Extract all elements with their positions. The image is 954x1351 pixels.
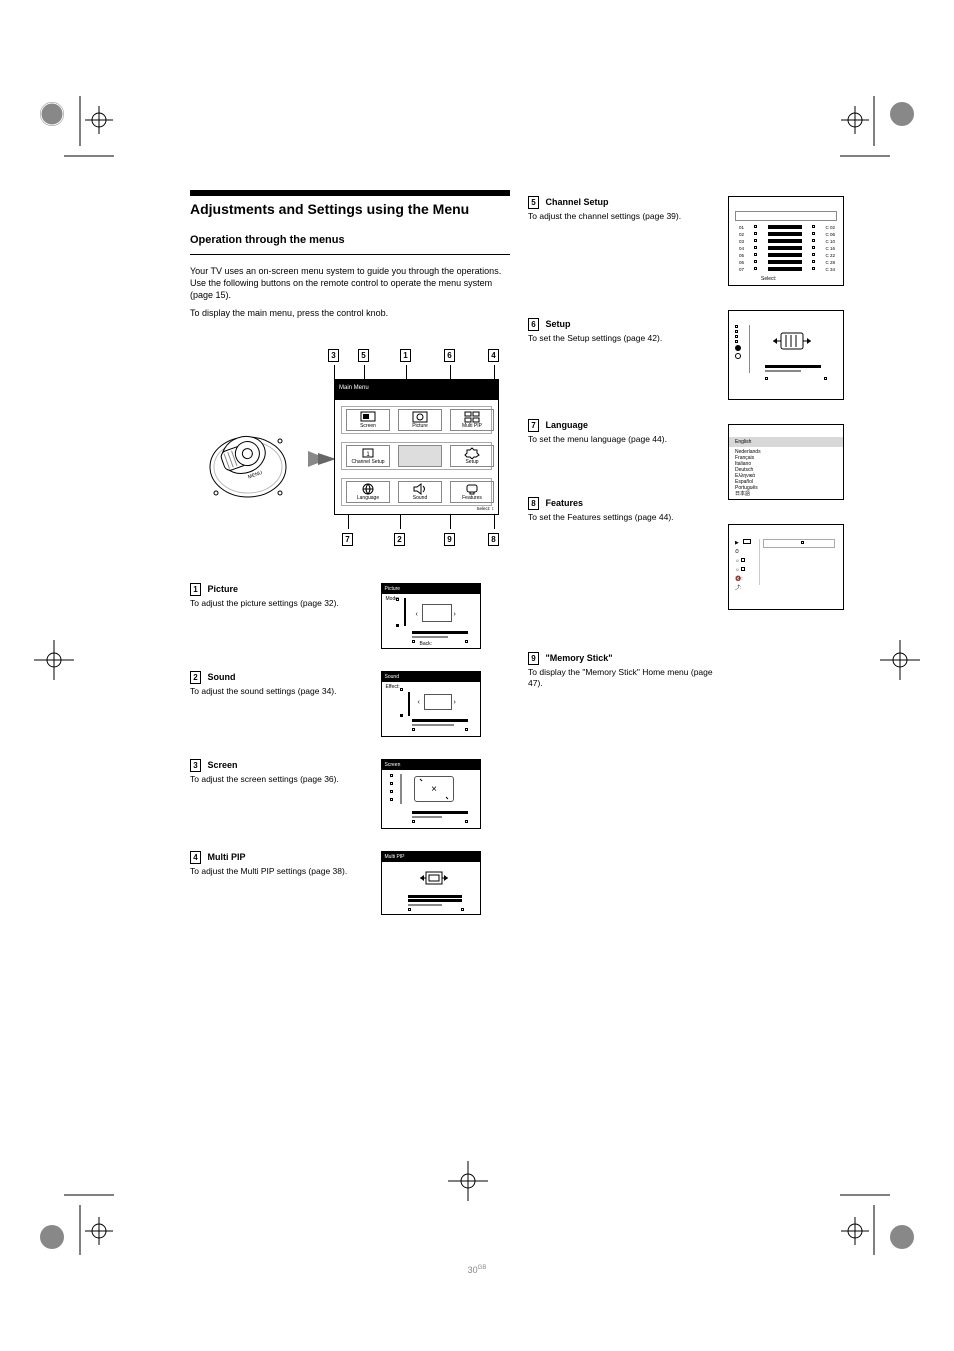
cell-setup[interactable]: Setup bbox=[450, 445, 494, 467]
thumb-channel-setup: Channel Setup 01C 02 02C 06 03C 10 04C 1… bbox=[728, 196, 844, 286]
thumb-features: Features ▶ ⏱ ☼ ☼ 🔇: ⤴: bbox=[728, 524, 844, 610]
callout-7: 7 bbox=[342, 533, 353, 546]
left-column: Adjustments and Settings using the Menu … bbox=[190, 190, 510, 915]
callout-9: 9 bbox=[444, 533, 455, 546]
thumb-sound: Sound Effect: ‹ › bbox=[381, 671, 481, 737]
thumb-picture: Picture Mode: ‹ › Back: bbox=[381, 583, 481, 649]
cell-channel[interactable]: 1Channel Setup bbox=[346, 445, 390, 467]
control-knob-illustration: MENU bbox=[188, 413, 308, 526]
svg-text:×: × bbox=[431, 784, 437, 795]
cell-screen[interactable]: Screen bbox=[346, 409, 390, 431]
section-title: Adjustments and Settings using the Menu bbox=[190, 200, 510, 219]
intro-1: Your TV uses an on-screen menu system to… bbox=[190, 265, 510, 301]
callout-3: 3 bbox=[328, 349, 339, 362]
callout-6: 6 bbox=[444, 349, 455, 362]
item-2: 2 Sound To adjust the sound settings (pa… bbox=[190, 671, 510, 737]
page-footer: 30GB bbox=[0, 1265, 954, 1275]
cell-features[interactable]: Features bbox=[450, 481, 494, 503]
thumb-language: Language English Nederlands Français Ita… bbox=[728, 424, 844, 500]
mid-column: 5 Channel Setup To adjust the channel se… bbox=[528, 196, 718, 690]
section-bar bbox=[190, 190, 510, 196]
cell-language[interactable]: Language bbox=[346, 481, 390, 503]
item-3: 3 Screen To adjust the screen settings (… bbox=[190, 759, 510, 829]
subsection-title: Operation through the menus bbox=[190, 233, 510, 248]
thumb-screen: Screen × bbox=[381, 759, 481, 829]
callout-1: 1 bbox=[400, 349, 411, 362]
callout-2: 2 bbox=[394, 533, 405, 546]
rule bbox=[190, 254, 510, 255]
thumb-multipip: Multi PIP bbox=[381, 851, 481, 915]
main-menu-panel: Main Menu Screen Picture Multi PIP 1Chan… bbox=[334, 379, 499, 515]
cell-sound[interactable]: Sound bbox=[398, 481, 442, 503]
cell-picture[interactable]: Picture bbox=[398, 409, 442, 431]
thumb-setup: Setup bbox=[728, 310, 844, 400]
page-content: Adjustments and Settings using the Menu … bbox=[40, 80, 914, 1270]
intro-2: To display the main menu, press the cont… bbox=[190, 307, 510, 319]
cell-multipip[interactable]: Multi PIP bbox=[450, 409, 494, 431]
callout-8: 8 bbox=[488, 533, 499, 546]
callout-4: 4 bbox=[488, 349, 499, 362]
cell-middle[interactable] bbox=[398, 445, 442, 467]
main-menu-diagram: MENU 3 5 1 6 4 7 2 bbox=[190, 353, 500, 553]
right-column: Channel Setup 01C 02 02C 06 03C 10 04C 1… bbox=[728, 196, 864, 634]
callout-5: 5 bbox=[358, 349, 369, 362]
item-1: 1 Picture To adjust the picture settings… bbox=[190, 583, 510, 649]
item-4: 4 Multi PIP To adjust the Multi PIP sett… bbox=[190, 851, 510, 915]
